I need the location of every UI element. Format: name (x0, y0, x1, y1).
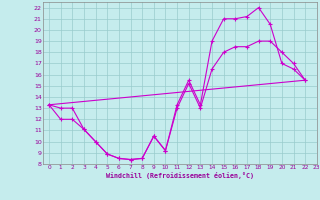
X-axis label: Windchill (Refroidissement éolien,°C): Windchill (Refroidissement éolien,°C) (106, 172, 254, 179)
